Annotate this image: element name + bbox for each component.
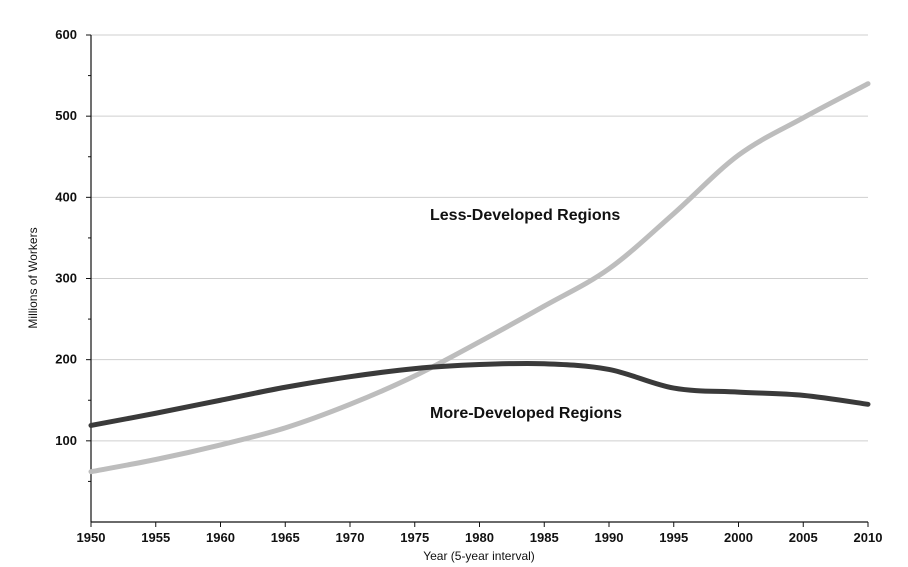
y-tick-label: 200 bbox=[55, 352, 77, 367]
y-tick-label: 500 bbox=[55, 108, 77, 123]
series-label-more-developed: More-Developed Regions bbox=[430, 405, 622, 422]
labels: Year (5-year interval) Millions of Worke… bbox=[26, 207, 622, 563]
y-tick-label: 100 bbox=[55, 433, 77, 448]
gridlines bbox=[91, 34, 868, 442]
x-tick-label: 1955 bbox=[141, 530, 170, 545]
x-tick-label: 1970 bbox=[336, 530, 365, 545]
x-tick-label: 2000 bbox=[724, 530, 753, 545]
series-lines bbox=[88, 81, 871, 475]
x-tick-label: 1965 bbox=[271, 530, 300, 545]
x-axis-title: Year (5-year interval) bbox=[423, 549, 535, 563]
series-label-less-developed: Less-Developed Regions bbox=[430, 207, 620, 224]
y-tick-label: 300 bbox=[55, 271, 77, 286]
x-tick-label: 1975 bbox=[400, 530, 429, 545]
y-tick-label: 400 bbox=[55, 189, 77, 204]
x-tick-label: 1995 bbox=[659, 530, 688, 545]
x-tick-label: 2005 bbox=[789, 530, 818, 545]
axes: 100 200 300 400 500 600 1950 1955 1960 1965 1970 19… bbox=[55, 27, 882, 545]
x-tick-label: 1950 bbox=[77, 530, 106, 545]
x-tick-label: 1960 bbox=[206, 530, 235, 545]
y-tick-label: 600 bbox=[55, 27, 77, 42]
y-axis-title: Millions of Workers bbox=[26, 227, 40, 328]
series-line-more-developed bbox=[88, 360, 871, 428]
x-tick-label: 1985 bbox=[530, 530, 559, 545]
series-line-less-developed bbox=[88, 81, 871, 475]
x-tick-label: 2010 bbox=[854, 530, 883, 545]
x-tick-label: 1980 bbox=[465, 530, 494, 545]
x-tick-label: 1990 bbox=[595, 530, 624, 545]
